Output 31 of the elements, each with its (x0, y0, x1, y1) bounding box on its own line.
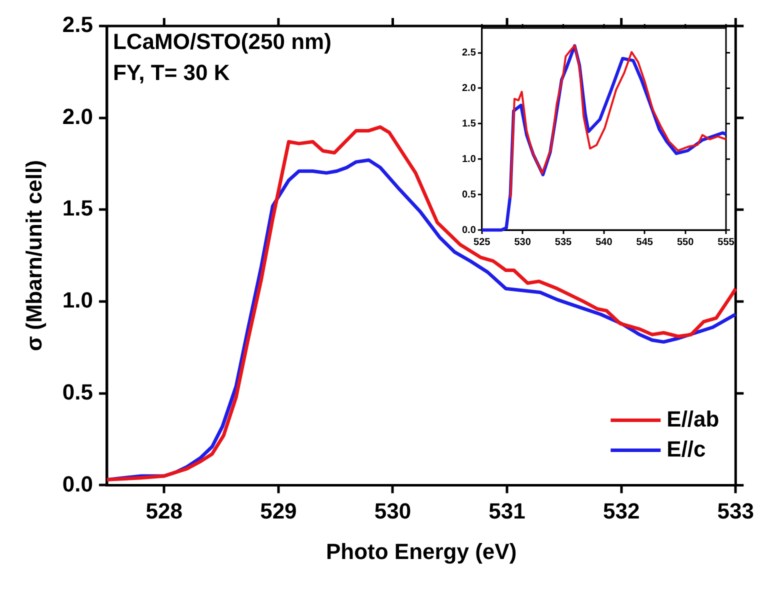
y-tick-label: 2.5 (62, 12, 93, 38)
x-tick-label: 525 (474, 236, 491, 248)
x-tick-label: 535 (554, 236, 572, 248)
y-tick-label: 1.5 (62, 196, 93, 221)
y-tick-label: 2.0 (462, 82, 476, 94)
y-tick-label: 2.0 (62, 104, 93, 129)
x-tick-label: 533 (717, 498, 754, 524)
y-tick-label: 1.5 (462, 118, 476, 130)
x-tick-label: 530 (514, 236, 532, 248)
legend-label: E//c (666, 436, 706, 462)
x-tick-label: 531 (488, 498, 526, 524)
x-tick-label: 540 (596, 236, 613, 248)
legend-label: E//ab (666, 406, 720, 432)
x-tick-label: 555 (718, 236, 735, 248)
y-tick-label: 0.5 (62, 379, 93, 404)
annotation: FY, T= 30 K (112, 60, 230, 86)
y-tick-label: 2.5 (462, 48, 476, 59)
y-tick-label: 0.5 (462, 189, 476, 200)
y-tick-label: 1.0 (62, 288, 93, 313)
x-tick-label: 532 (602, 498, 640, 524)
y-tick-label: 1.0 (462, 154, 476, 165)
x-tick-label: 545 (636, 236, 654, 248)
x-tick-label: 528 (146, 498, 182, 524)
annotation: LCaMO/STO(250 nm) (112, 29, 332, 54)
x-tick-label: 529 (260, 498, 297, 524)
y-tick-label: 0.0 (462, 224, 476, 236)
x-axis-title: Photo Energy (eV) (326, 538, 517, 564)
x-tick-label: 550 (676, 236, 694, 248)
x-tick-label: 530 (374, 498, 412, 524)
y-tick-label: 0.0 (62, 471, 93, 496)
y-axis-title: σ (Mbarn/unit cell) (21, 160, 46, 352)
